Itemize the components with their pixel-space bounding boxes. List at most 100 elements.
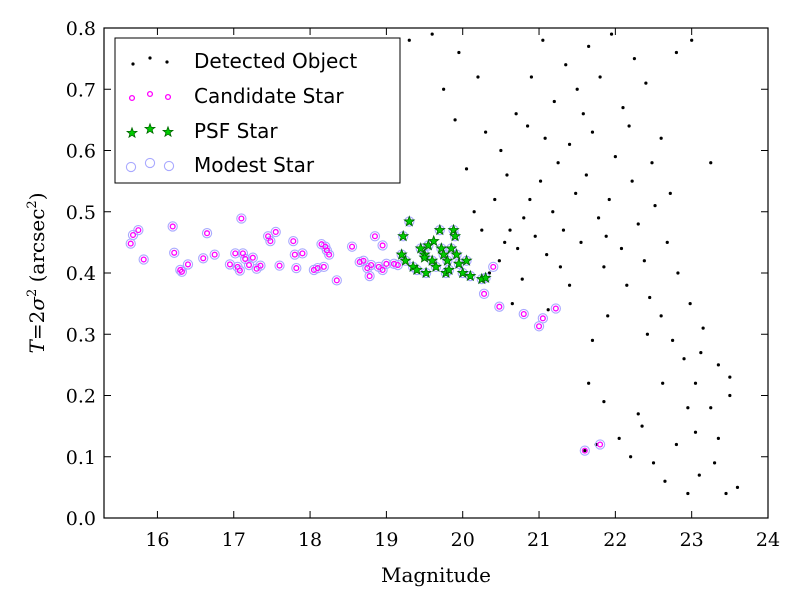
detected-object-point [663, 479, 667, 483]
modest-star-point [579, 445, 590, 456]
candidate-star-point [203, 230, 211, 237]
psf-star-point [452, 257, 465, 269]
legend-marker-detected-object [148, 56, 152, 60]
detected-object-point [493, 197, 497, 202]
candidate-star-point [366, 273, 373, 280]
modest-star-point [362, 262, 373, 274]
x-tick-label: 17 [222, 529, 246, 551]
detected-object-point [697, 473, 701, 477]
legend-label-candidate-star: Candidate Star [194, 84, 344, 108]
candidate-star-point [226, 261, 233, 268]
psf-star-point [442, 263, 455, 276]
detected-object-point [644, 81, 648, 85]
detected-object-point [607, 197, 611, 202]
candidate-star-point [200, 255, 207, 262]
detected-object-point [650, 161, 654, 165]
detected-object-point [621, 106, 625, 110]
candidate-star-point [245, 261, 253, 269]
legend-marker-candidate-star [146, 90, 154, 98]
candidate-star-point [265, 233, 272, 240]
detected-object-point [430, 32, 434, 36]
modest-star-point [167, 221, 178, 232]
candidate-star-point [267, 238, 274, 245]
x-tick-label: 16 [145, 529, 169, 551]
candidate-star-point [320, 263, 327, 270]
modest-star-point [274, 260, 285, 271]
detected-object-point [645, 332, 650, 336]
modest-star-point [594, 439, 606, 450]
detected-object-point [716, 436, 720, 440]
detected-object-point [665, 240, 669, 244]
legend: Detected Object Candidate Star PSF Star … [114, 37, 401, 184]
modest-star-point [175, 264, 186, 276]
detected-object-point [674, 442, 679, 447]
modest-star-point [364, 270, 375, 282]
x-tick-labels: 16 17 18 19 20 21 22 23 24 [145, 529, 780, 551]
x-tick-label: 19 [374, 529, 398, 551]
detected-object-point [587, 381, 591, 385]
detected-object-point [617, 436, 621, 440]
detected-object-point [442, 87, 446, 91]
detected-object-point [604, 234, 608, 238]
svg-text:T=2σ2 (arcsec2): T=2σ2 (arcsec2) [25, 192, 49, 353]
psf-star-point [418, 251, 431, 263]
detected-object-point [670, 338, 675, 342]
detected-object-point [682, 357, 686, 361]
psf-star-point [447, 223, 460, 236]
psf-star-point [427, 234, 440, 247]
candidate-star-point [238, 215, 245, 222]
candidate-star-point [383, 260, 390, 267]
detected-object-point [659, 136, 663, 140]
candidate-star-point [348, 243, 356, 250]
detected-object-point [712, 461, 717, 465]
detected-object-point [546, 308, 550, 312]
candidate-star-point [236, 267, 243, 274]
detected-object-point [516, 246, 520, 251]
candidate-star-point [171, 249, 178, 256]
y-tick-labels: 0.0 0.1 0.2 0.3 0.4 0.5 0.6 0.7 0.8 [66, 18, 96, 530]
x-axis-label: Magnitude [381, 563, 491, 587]
x-tick-label: 21 [527, 529, 551, 551]
detected-object-point [480, 228, 484, 232]
detected-object-point [558, 265, 563, 269]
candidate-star-point [552, 305, 559, 312]
candidate-star-point [242, 255, 249, 262]
modest-star-point [198, 253, 209, 264]
x-tick-label: 24 [756, 529, 780, 551]
candidate-star-point [490, 263, 497, 270]
detected-object-point [668, 191, 672, 195]
detected-object-point [583, 449, 587, 453]
detected-object-point [551, 210, 555, 214]
y-tick-label: 0.2 [66, 386, 96, 408]
psf-star-point [399, 254, 412, 266]
detected-object-point [709, 406, 713, 410]
candidate-star-point [276, 262, 283, 269]
y-tick-label: 0.1 [66, 447, 96, 469]
detected-object-point [407, 38, 411, 42]
psf-star-point [397, 229, 410, 242]
detected-object-point [648, 295, 652, 300]
detected-object-point [728, 375, 732, 379]
detected-object-point [476, 75, 480, 79]
y-tick-label: 0.6 [66, 141, 96, 163]
detected-object-point [653, 204, 657, 208]
psf-star-point [464, 269, 477, 282]
candidate-star-point [184, 261, 192, 268]
detected-object-point [520, 277, 524, 281]
detected-object-point [574, 191, 578, 195]
psf-star-point [441, 254, 454, 266]
modest-star-point [297, 248, 308, 259]
detected-object-point [627, 124, 631, 128]
detected-object-point [636, 412, 640, 416]
detected-object-point [497, 259, 501, 263]
candidate-star-point [211, 251, 218, 258]
detected-object-point [522, 216, 526, 220]
psf-star-point [433, 223, 446, 236]
axis-ticks [104, 27, 769, 519]
candidate-star-point [293, 265, 300, 272]
detected-object-point [564, 63, 568, 67]
detected-object-point [453, 118, 457, 122]
detected-object-point [590, 130, 595, 134]
detected-object-point [581, 112, 585, 116]
